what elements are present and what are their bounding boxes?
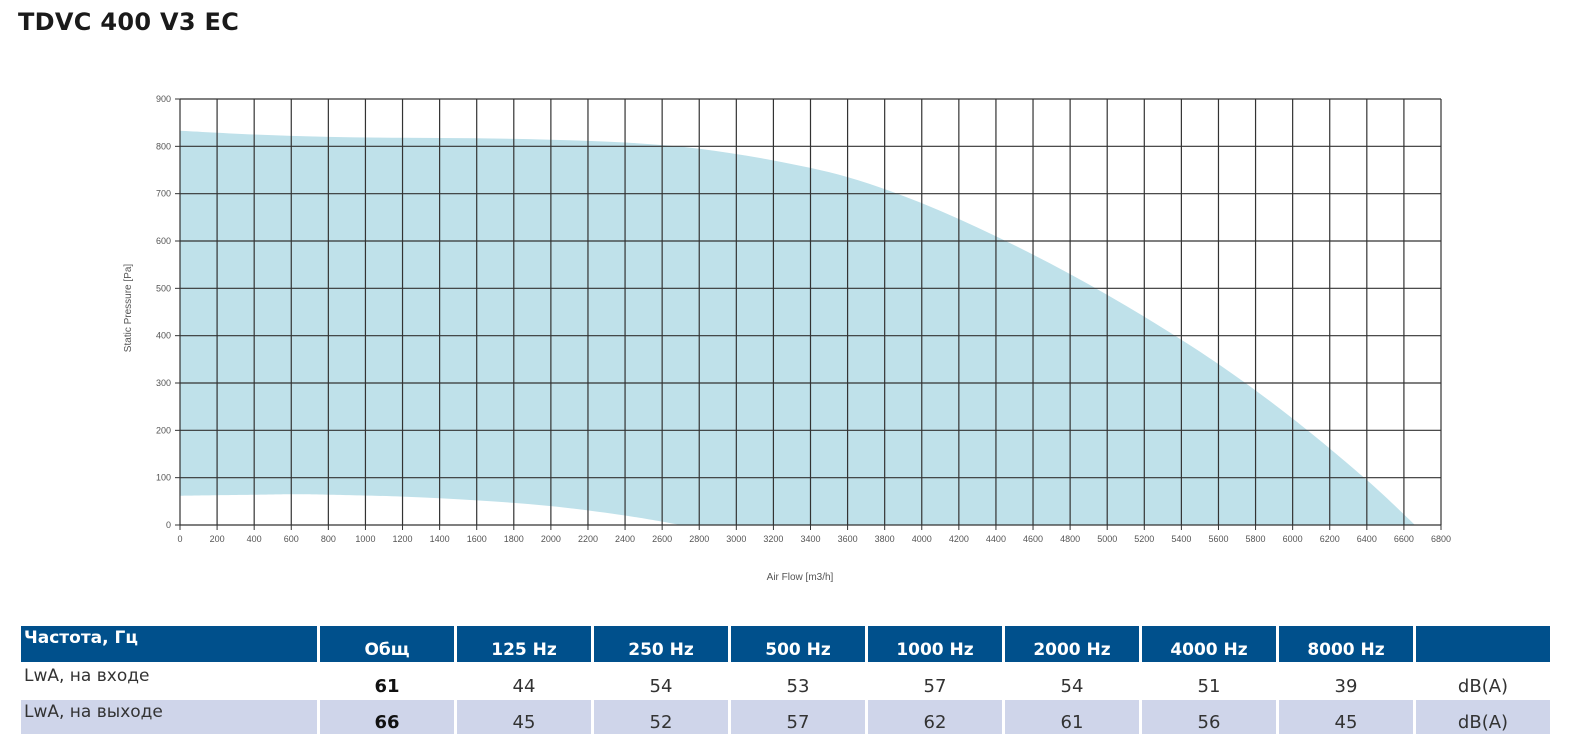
header-125hz: 125 Hz [457,626,591,662]
x-tick-label: 600 [284,534,299,544]
chart-grid [179,98,1442,526]
row-label: LwA, на входе [21,664,317,698]
cell-125hz: 45 [457,700,591,734]
cell-250hz: 52 [594,700,728,734]
x-tick-label: 3200 [763,534,783,544]
table-row-inlet: LwA, на входе 61 44 54 53 57 54 51 39 dB… [21,664,1550,698]
x-tick-label: 4800 [1060,534,1080,544]
x-tick-label: 2600 [652,534,672,544]
cell-500hz: 57 [731,700,865,734]
x-tick-label: 3800 [875,534,895,544]
x-tick-label: 3400 [800,534,820,544]
x-tick-label: 400 [247,534,262,544]
sound-power-table: Частота, Гц Общ 125 Hz 250 Hz 500 Hz 100… [18,624,1553,736]
x-tick-label: 5600 [1208,534,1228,544]
header-250hz: 250 Hz [594,626,728,662]
cell-4000hz: 51 [1142,664,1276,698]
y-tick-label: 100 [156,473,171,483]
x-tick-label: 1600 [467,534,487,544]
x-tick-label: 4400 [986,534,1006,544]
y-tick-label: 900 [156,94,171,104]
y-tick-label: 700 [156,189,171,199]
x-tick-label: 800 [321,534,336,544]
x-tick-label: 6200 [1320,534,1340,544]
x-tick-label: 5800 [1246,534,1266,544]
cell-2000hz: 54 [1005,664,1139,698]
x-tick-label: 1200 [393,534,413,544]
x-tick-label: 1000 [355,534,375,544]
header-unit [1416,626,1550,662]
y-axis-title: Static Pressure [Pa] [123,264,134,353]
header-1000hz: 1000 Hz [868,626,1002,662]
cell-125hz: 44 [457,664,591,698]
header-total: Общ [320,626,454,662]
header-4000hz: 4000 Hz [1142,626,1276,662]
x-tick-label: 2200 [578,534,598,544]
x-tick-label: 5200 [1134,534,1154,544]
cell-2000hz: 61 [1005,700,1139,734]
header-frequency: Частота, Гц [21,626,317,662]
cell-1000hz: 57 [868,664,1002,698]
operating-area [180,130,1415,526]
x-tick-label: 6000 [1283,534,1303,544]
cell-unit: dB(A) [1416,700,1550,734]
table-header-row: Частота, Гц Общ 125 Hz 250 Hz 500 Hz 100… [21,626,1550,662]
header-500hz: 500 Hz [731,626,865,662]
operating-area-layer [180,130,1415,526]
chart-axes [175,98,1442,530]
x-tick-label: 3000 [726,534,746,544]
y-tick-labels: 0 100 200 300 400 500 600 700 800 900 [156,94,171,530]
y-tick-label: 500 [156,283,171,293]
x-tick-label: 2800 [689,534,709,544]
x-tick-label: 1800 [504,534,524,544]
row-label: LwA, на выходе [21,700,317,734]
y-tick-label: 800 [156,141,171,151]
cell-8000hz: 45 [1279,700,1413,734]
x-tick-label: 4000 [912,534,932,544]
y-tick-label: 600 [156,236,171,246]
cell-total: 66 [320,700,454,734]
header-2000hz: 2000 Hz [1005,626,1139,662]
page-title: TDVC 400 V3 EC [18,8,240,36]
x-tick-label: 2000 [541,534,561,544]
header-8000hz: 8000 Hz [1279,626,1413,662]
y-tick-label: 0 [166,520,171,530]
x-tick-label: 6800 [1431,534,1451,544]
x-tick-label: 2400 [615,534,635,544]
cell-500hz: 53 [731,664,865,698]
x-tick-labels: 0 200 400 600 800 1000 1200 1400 1600 1800 2000 220… [177,534,1451,544]
cell-8000hz: 39 [1279,664,1413,698]
y-tick-label: 200 [156,425,171,435]
x-tick-label: 4600 [1023,534,1043,544]
x-tick-label: 3600 [838,534,858,544]
cell-total: 61 [320,664,454,698]
fan-performance-chart: 0 200 400 600 800 1000 1200 1400 1600 1800 2000 220… [123,94,1451,583]
cell-4000hz: 56 [1142,700,1276,734]
y-tick-label: 400 [156,331,171,341]
table-row-outlet: LwA, на выходе 66 45 52 57 62 61 56 45 d… [21,700,1550,734]
x-tick-label: 5400 [1171,534,1191,544]
x-tick-label: 1400 [430,534,450,544]
cell-unit: dB(A) [1416,664,1550,698]
x-tick-label: 6400 [1357,534,1377,544]
x-tick-label: 200 [210,534,225,544]
x-tick-label: 4200 [949,534,969,544]
x-tick-label: 6600 [1394,534,1414,544]
x-tick-label: 5000 [1097,534,1117,544]
cell-1000hz: 62 [868,700,1002,734]
x-axis-title: Air Flow [m3/h] [767,572,834,583]
cell-250hz: 54 [594,664,728,698]
y-tick-label: 300 [156,378,171,388]
x-tick-label: 0 [177,534,182,544]
